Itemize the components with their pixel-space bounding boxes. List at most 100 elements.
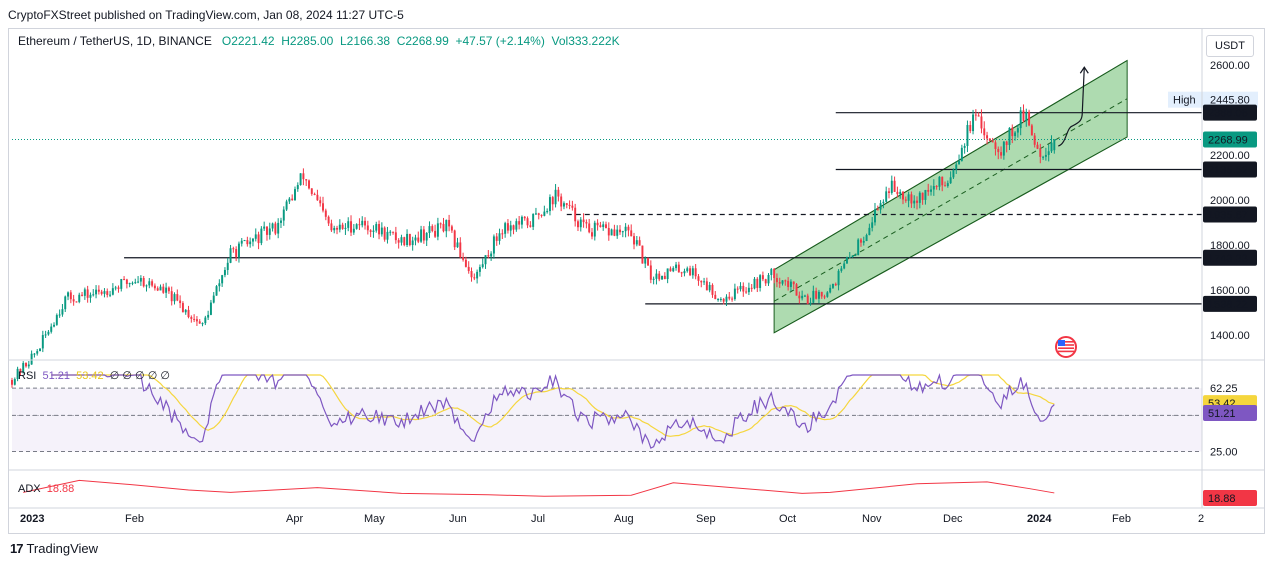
candle-body bbox=[223, 269, 226, 276]
candle-body bbox=[666, 268, 669, 280]
candle bbox=[815, 287, 818, 300]
candle bbox=[974, 109, 977, 121]
candle-body bbox=[274, 223, 277, 234]
adx-value: 18.88 bbox=[46, 483, 75, 495]
candle bbox=[369, 229, 372, 238]
candle bbox=[672, 266, 675, 273]
candle-body bbox=[448, 219, 451, 227]
candle bbox=[663, 272, 666, 280]
candle bbox=[464, 256, 467, 268]
publisher-line: CryptoFXStreet published on TradingView.… bbox=[8, 8, 404, 22]
candle-body bbox=[265, 226, 268, 235]
candle-body bbox=[33, 353, 36, 355]
candle-body bbox=[801, 295, 804, 299]
candle-body bbox=[747, 287, 750, 293]
candle bbox=[747, 282, 750, 296]
candle bbox=[607, 222, 610, 241]
candle bbox=[585, 219, 588, 229]
candle bbox=[946, 180, 949, 188]
candle bbox=[212, 292, 215, 304]
candle bbox=[254, 228, 257, 242]
symbol-name[interactable]: Ethereum / TetherUS, 1D, BINANCE bbox=[18, 34, 212, 48]
month-label-13: 2 bbox=[1198, 513, 1204, 525]
candle bbox=[938, 176, 941, 191]
candle bbox=[319, 196, 322, 207]
candle-body bbox=[848, 257, 851, 259]
candle bbox=[523, 215, 526, 221]
candle-body bbox=[411, 240, 414, 246]
candle bbox=[638, 236, 641, 246]
candle bbox=[162, 283, 165, 294]
candle bbox=[1008, 127, 1011, 151]
candle bbox=[19, 368, 22, 377]
candle-body bbox=[736, 288, 739, 290]
candle-body bbox=[986, 135, 989, 139]
candle bbox=[439, 222, 442, 229]
candle bbox=[700, 280, 703, 288]
us-event-flag-icon bbox=[1055, 336, 1077, 358]
candle bbox=[691, 265, 694, 279]
candle-body bbox=[55, 315, 58, 325]
candle-body bbox=[859, 239, 862, 243]
candle bbox=[862, 236, 865, 246]
candle-body bbox=[125, 279, 128, 284]
candle-body bbox=[369, 230, 372, 232]
candle bbox=[722, 297, 725, 305]
candle bbox=[635, 236, 638, 247]
candle-body bbox=[896, 191, 899, 195]
candle-body bbox=[1005, 141, 1008, 145]
candle-body bbox=[434, 230, 437, 237]
candle-body bbox=[621, 231, 624, 233]
candle-body bbox=[694, 268, 697, 277]
candle bbox=[302, 168, 305, 186]
candle-body bbox=[319, 200, 322, 204]
candle bbox=[344, 223, 347, 235]
candle bbox=[445, 219, 448, 238]
candle-body bbox=[711, 284, 714, 295]
candle-body bbox=[537, 213, 540, 215]
candle bbox=[215, 285, 218, 296]
projection-arrowhead bbox=[1079, 66, 1089, 74]
candle-body bbox=[100, 291, 103, 294]
candle-body bbox=[195, 319, 198, 322]
candle bbox=[641, 245, 644, 264]
candle bbox=[484, 255, 487, 269]
candle-body bbox=[767, 275, 770, 284]
candle bbox=[459, 237, 462, 259]
candle bbox=[865, 233, 868, 242]
rsi-blank-values: ∅ ∅ ∅ ∅ ∅ bbox=[109, 370, 170, 382]
candle bbox=[548, 194, 551, 216]
candle-body bbox=[450, 226, 453, 231]
candle bbox=[997, 146, 1000, 160]
candle-body bbox=[605, 224, 607, 228]
candle bbox=[223, 267, 226, 278]
candle bbox=[916, 196, 918, 210]
candle bbox=[114, 285, 117, 291]
candle bbox=[428, 221, 431, 238]
candle-body bbox=[874, 209, 876, 223]
candle bbox=[876, 205, 879, 211]
rsi-axis-25: 25.00 bbox=[1210, 447, 1238, 459]
candle-body bbox=[25, 363, 27, 367]
candle-body bbox=[114, 287, 117, 289]
candle bbox=[526, 216, 529, 229]
candle-body bbox=[944, 185, 947, 187]
footer-brand[interactable]: 17 TradingView bbox=[10, 541, 98, 556]
candle-body bbox=[439, 223, 442, 225]
currency-selector[interactable]: USDT bbox=[1206, 35, 1254, 57]
candle bbox=[33, 353, 36, 358]
candle bbox=[1014, 131, 1017, 141]
rsi-legend[interactable]: RSI 51.21 53.42 ∅ ∅ ∅ ∅ ∅ bbox=[18, 369, 170, 382]
candle bbox=[406, 229, 409, 247]
adx-legend[interactable]: ADX 18.88 bbox=[18, 483, 74, 495]
price-box-p2268 bbox=[1203, 131, 1257, 148]
candle-body bbox=[591, 232, 593, 237]
candle-body bbox=[176, 294, 179, 301]
candle bbox=[153, 283, 156, 291]
candle bbox=[36, 349, 39, 356]
candle bbox=[478, 264, 481, 277]
candle bbox=[871, 217, 874, 232]
candle-body bbox=[243, 240, 246, 242]
candle bbox=[139, 275, 142, 286]
